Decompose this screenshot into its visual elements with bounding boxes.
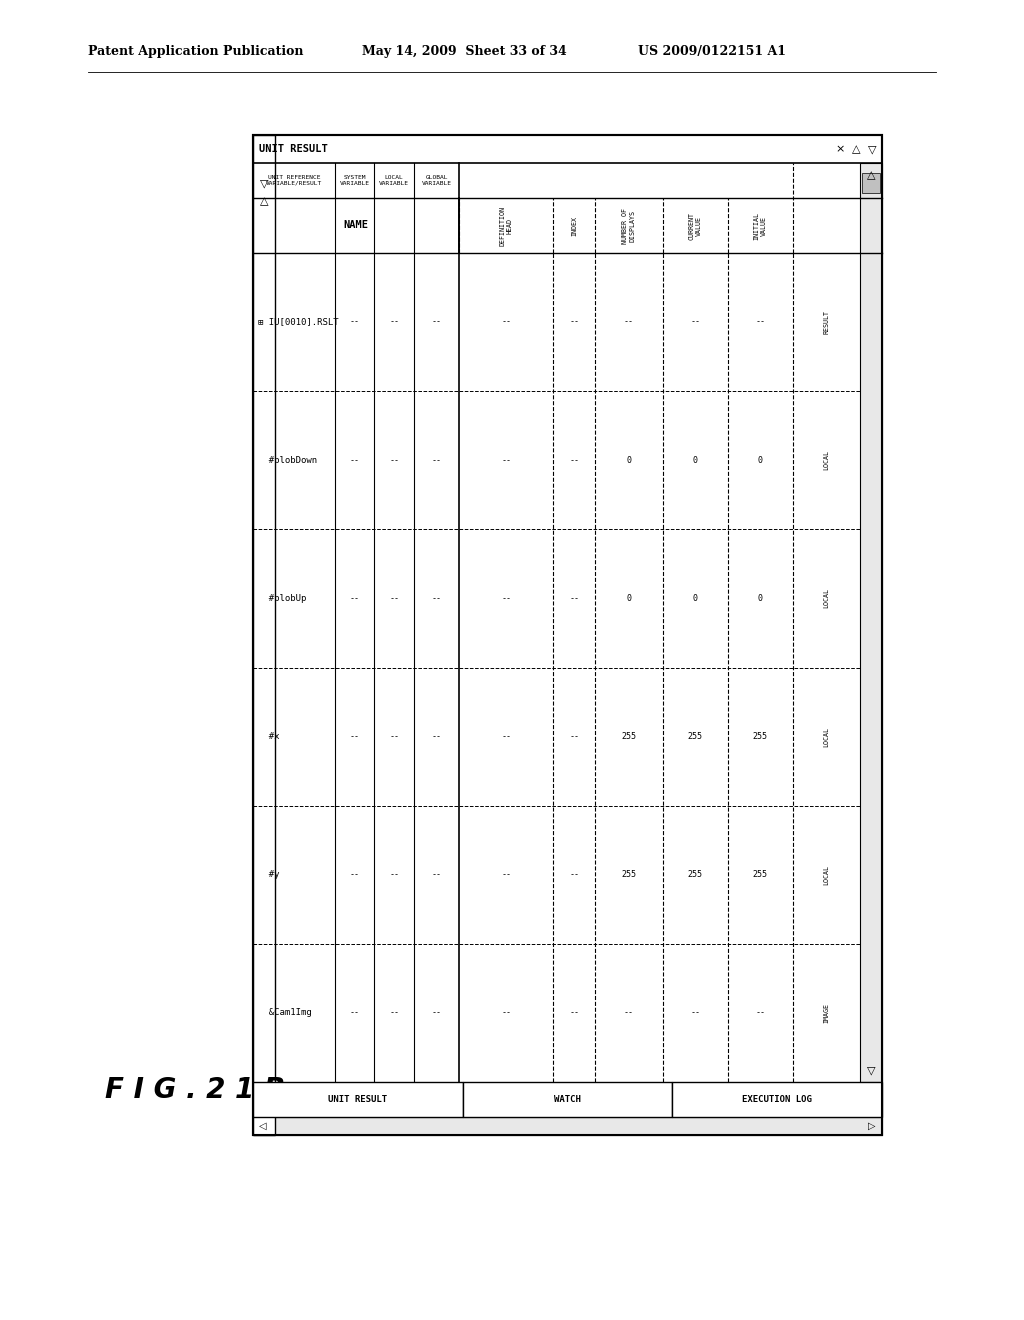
Text: May 14, 2009  Sheet 33 of 34: May 14, 2009 Sheet 33 of 34 [362,45,566,58]
Text: NUMBER OF
DISPLAYS: NUMBER OF DISPLAYS [623,207,635,243]
Text: --: -- [502,455,511,465]
Text: --: -- [389,318,399,326]
Text: UNIT RESULT: UNIT RESULT [259,144,328,154]
Text: F I G . 2 1 B: F I G . 2 1 B [105,1076,285,1104]
Text: &Cam1Img: &Cam1Img [258,1008,311,1018]
Bar [673,1082,882,1117]
Text: △: △ [866,170,876,180]
Text: --: -- [432,1008,441,1018]
Text: --: -- [349,318,359,326]
Text: △: △ [852,144,860,154]
Text: --: -- [432,455,441,465]
Text: --: -- [349,594,359,603]
Text: 255: 255 [622,733,636,741]
Text: --: -- [349,455,359,465]
Text: 0: 0 [627,455,631,465]
Text: ▷: ▷ [868,1121,876,1131]
Text: --: -- [432,733,441,741]
Text: LOCAL: LOCAL [823,726,829,747]
Text: --: -- [690,318,700,326]
Text: --: -- [569,594,580,603]
Text: ⊞ IU[0010].RSLT: ⊞ IU[0010].RSLT [258,318,339,326]
Text: ▽: ▽ [867,144,877,154]
Text: ◁: ◁ [259,1121,266,1131]
Text: INITIAL
VALUE: INITIAL VALUE [754,211,767,239]
Text: WATCH: WATCH [554,1096,581,1104]
Bar [860,162,882,1082]
Text: IMAGE: IMAGE [823,1003,829,1023]
Text: --: -- [349,870,359,879]
Bar [253,1117,882,1135]
Text: 255: 255 [753,733,768,741]
Bar [862,173,880,193]
Text: --: -- [389,1008,399,1018]
Text: --: -- [432,870,441,879]
Text: --: -- [349,1008,359,1018]
Text: --: -- [389,733,399,741]
Bar [463,1082,673,1117]
Text: ▽: ▽ [866,1065,876,1074]
Text: --: -- [502,870,511,879]
Text: 255: 255 [688,733,702,741]
Text: --: -- [502,594,511,603]
Bar [253,1082,463,1117]
Text: LOCAL: LOCAL [823,865,829,884]
Text: --: -- [432,594,441,603]
Text: --: -- [690,1008,700,1018]
Text: #y: #y [258,870,280,879]
Text: SYSTEM
VARIABLE: SYSTEM VARIABLE [340,176,370,186]
Text: --: -- [502,318,511,326]
Text: 0: 0 [758,455,763,465]
Text: 255: 255 [688,870,702,879]
Text: #x: #x [258,733,280,741]
Text: --: -- [755,318,765,326]
Text: --: -- [569,733,580,741]
Text: 0: 0 [627,594,631,603]
Text: 0: 0 [692,594,697,603]
Text: --: -- [502,1008,511,1018]
Text: CURRENT
VALUE: CURRENT VALUE [689,211,701,239]
Text: 255: 255 [753,870,768,879]
Text: DEFINITION
HEAD: DEFINITION HEAD [500,206,513,246]
Text: △: △ [260,195,268,206]
Text: RESULT: RESULT [823,310,829,334]
Text: --: -- [569,455,580,465]
Text: --: -- [502,733,511,741]
Text: 0: 0 [758,594,763,603]
Text: UNIT RESULT: UNIT RESULT [329,1096,387,1104]
Text: NAME: NAME [344,220,369,231]
Text: --: -- [389,455,399,465]
Text: EXECUTION LOG: EXECUTION LOG [742,1096,812,1104]
Text: --: -- [432,318,441,326]
Text: --: -- [389,870,399,879]
Text: --: -- [569,870,580,879]
Text: --: -- [569,318,580,326]
Text: Patent Application Publication: Patent Application Publication [88,45,303,58]
Text: INDEX: INDEX [571,215,578,235]
Text: LOCAL
VARIABLE: LOCAL VARIABLE [379,176,410,186]
Text: UNIT REFERENCE
VARIABLE/RESULT: UNIT REFERENCE VARIABLE/RESULT [266,176,323,186]
Text: LOCAL: LOCAL [823,589,829,609]
Text: US 2009/0122151 A1: US 2009/0122151 A1 [638,45,786,58]
Text: GLOBAL
VARIABLE: GLOBAL VARIABLE [422,176,452,186]
Bar [253,135,882,1135]
Text: LOCAL: LOCAL [823,450,829,470]
Text: 255: 255 [622,870,636,879]
Bar [253,135,882,1135]
Text: --: -- [755,1008,765,1018]
Text: --: -- [349,733,359,741]
Bar [253,135,275,1135]
Text: #blobDown: #blobDown [258,455,317,465]
Text: --: -- [569,1008,580,1018]
Text: #blobUp: #blobUp [258,594,306,603]
Text: ▽: ▽ [260,178,268,187]
Text: --: -- [624,1008,634,1018]
Text: 0: 0 [692,455,697,465]
Text: ×: × [836,144,845,154]
Text: --: -- [389,594,399,603]
Text: --: -- [624,318,634,326]
